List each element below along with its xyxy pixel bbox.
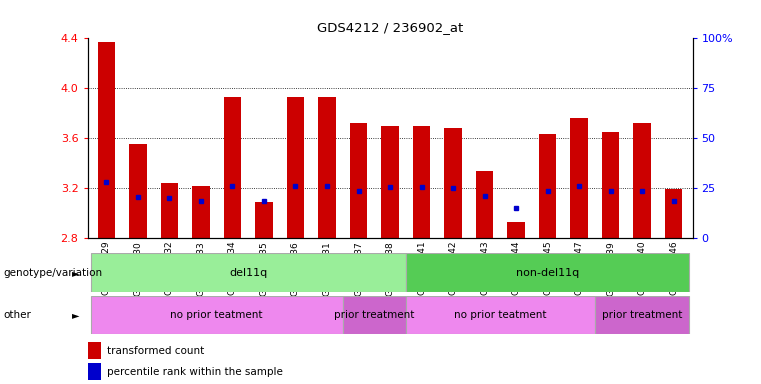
Bar	[476, 171, 493, 238]
Text: no prior teatment: no prior teatment	[454, 310, 546, 320]
Bar	[406, 253, 689, 292]
Text: other: other	[4, 310, 32, 320]
Text: transformed count: transformed count	[107, 346, 204, 356]
Bar	[342, 296, 406, 334]
Bar	[129, 144, 147, 238]
Bar	[91, 296, 342, 334]
Text: ►: ►	[72, 310, 80, 320]
Bar	[595, 296, 689, 334]
Bar	[350, 123, 367, 238]
Text: genotype/variation: genotype/variation	[4, 268, 103, 278]
Bar	[318, 97, 336, 238]
Text: prior treatment: prior treatment	[602, 310, 683, 320]
Bar	[381, 126, 399, 238]
Bar	[665, 189, 683, 238]
Bar	[193, 186, 209, 238]
Bar	[539, 134, 556, 238]
Bar	[91, 253, 406, 292]
Text: no prior teatment: no prior teatment	[170, 310, 263, 320]
Bar	[161, 183, 178, 238]
Title: GDS4212 / 236902_at: GDS4212 / 236902_at	[317, 22, 463, 35]
Bar	[413, 126, 430, 238]
Bar	[571, 118, 587, 238]
Text: ►: ►	[72, 268, 80, 278]
Bar	[508, 222, 525, 238]
Bar	[224, 97, 241, 238]
Bar	[406, 296, 595, 334]
Bar	[602, 132, 619, 238]
Text: non-del11q: non-del11q	[516, 268, 579, 278]
Bar	[444, 128, 462, 238]
Text: prior treatment: prior treatment	[334, 310, 415, 320]
Bar	[97, 42, 115, 238]
Bar	[287, 97, 304, 238]
Bar	[255, 202, 272, 238]
Text: del11q: del11q	[229, 268, 267, 278]
Bar	[633, 123, 651, 238]
Text: percentile rank within the sample: percentile rank within the sample	[107, 367, 282, 377]
